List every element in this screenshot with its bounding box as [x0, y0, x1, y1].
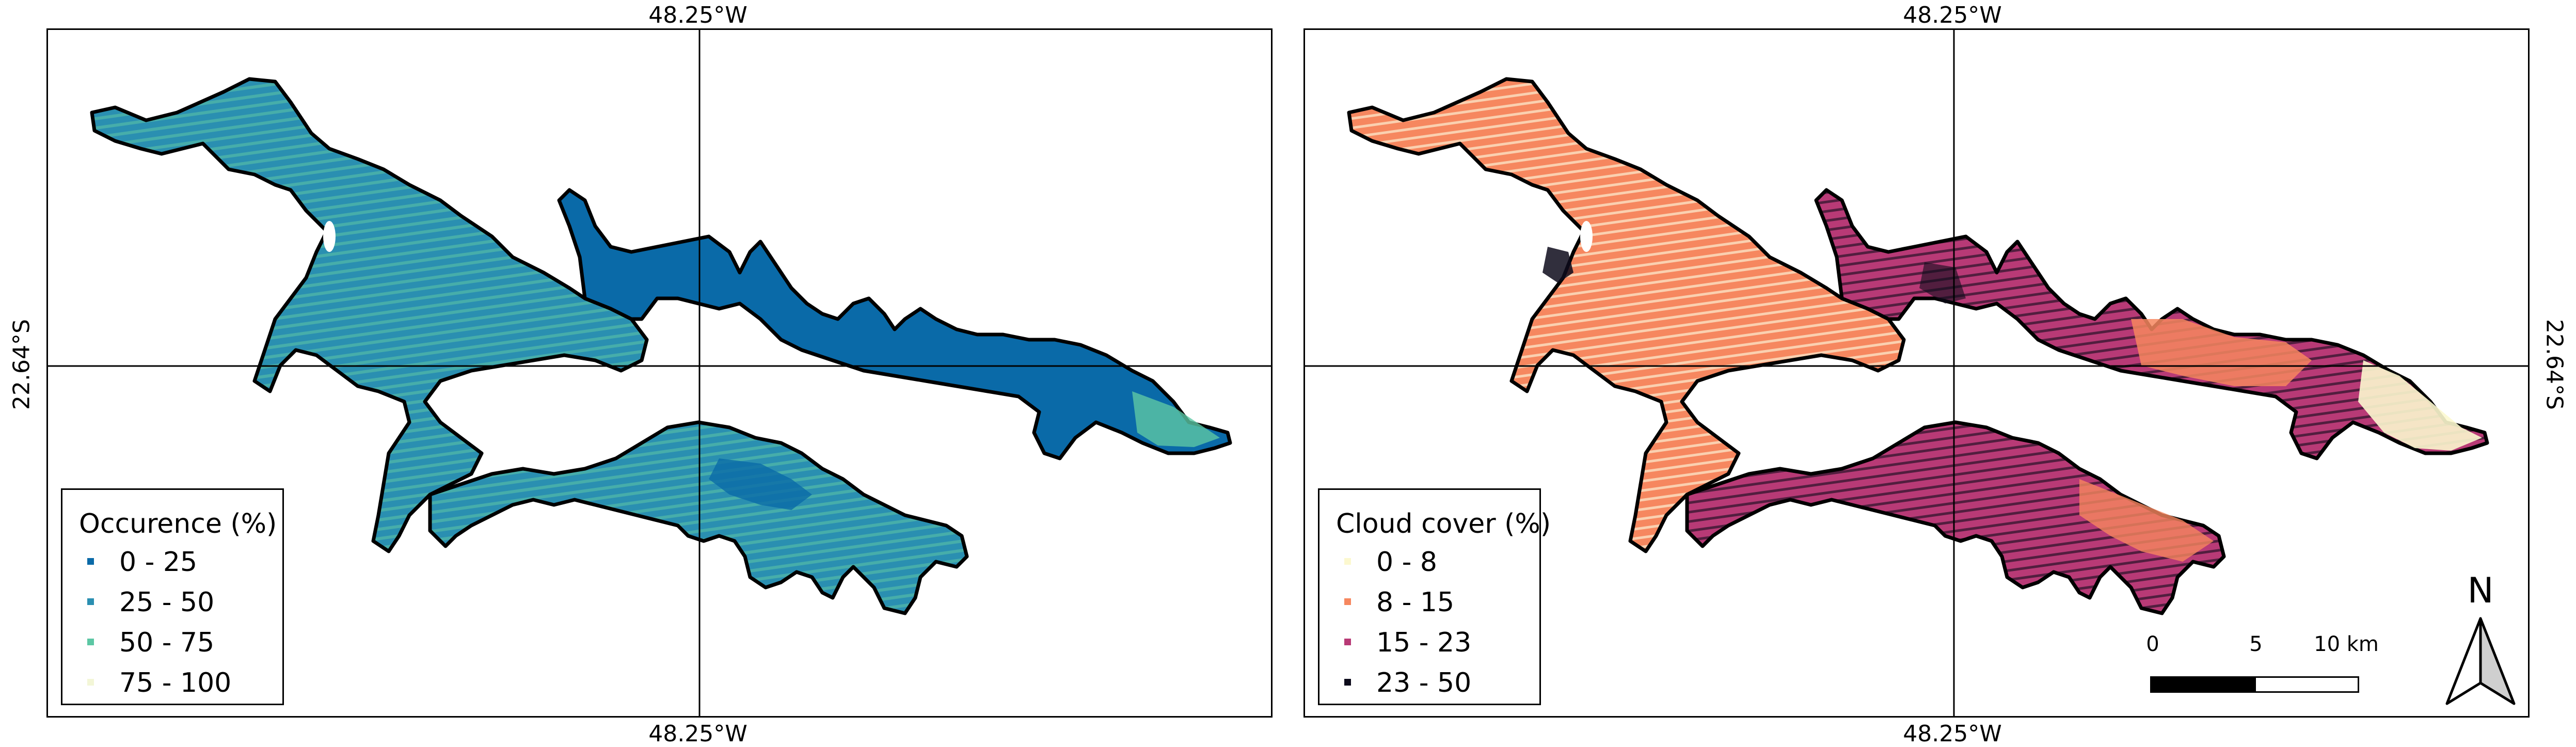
north-arrow: N [2444, 570, 2517, 710]
legend-label: 0 - 8 [1376, 547, 1437, 578]
legend-swatch [1344, 679, 1351, 686]
legend-item: 50 - 75 [62, 627, 282, 658]
reservoir-shape [1347, 77, 2489, 615]
legend-label: 50 - 75 [119, 627, 215, 658]
scale-tick-label: 5 [2249, 632, 2263, 656]
latitude-label-right: 22.64°S [2541, 319, 2568, 410]
latitude-label-left: 22.64°S [8, 319, 35, 410]
legend-label: 75 - 100 [119, 667, 232, 698]
legend-title: Occurence (%) [79, 508, 277, 539]
legend-label: 0 - 25 [119, 547, 198, 578]
legend-item: 0 - 8 [1319, 547, 1539, 578]
legend-swatch [1344, 558, 1351, 565]
cloud-cover-map-panel: Cloud cover (%) 0 - 8 8 - 15 15 - 23 23 … [1303, 28, 2530, 718]
legend-item: 23 - 50 [1319, 667, 1539, 698]
north-label: N [2467, 570, 2494, 611]
legend-item: 0 - 25 [62, 547, 282, 578]
legend-title: Cloud cover (%) [1336, 508, 1551, 539]
legend-swatch [87, 558, 94, 565]
scale-bar: 0 5 10 km [2146, 632, 2379, 700]
legend-item: 75 - 100 [62, 667, 282, 698]
cloud-cover-legend: Cloud cover (%) 0 - 8 8 - 15 15 - 23 23 … [1318, 488, 1551, 705]
legend-label: 23 - 50 [1376, 667, 1472, 698]
occurrence-map [48, 30, 1271, 716]
scale-tick-label: 0 [2146, 632, 2159, 656]
scale-segment-dark [2150, 676, 2256, 693]
scale-tick-label: 10 km [2314, 632, 2379, 656]
legend-item: 15 - 23 [1319, 627, 1539, 658]
occurrence-map-panel: Occurence (%) 0 - 25 25 - 50 50 - 75 75 … [46, 28, 1273, 718]
legend-item: 8 - 15 [1319, 587, 1539, 618]
longitude-label-bottom-left-map: 48.25°W [648, 721, 748, 747]
legend-item: 25 - 50 [62, 587, 282, 618]
legend-label: 8 - 15 [1376, 587, 1455, 618]
reservoir-shape [90, 77, 1232, 615]
legend-label: 25 - 50 [119, 587, 215, 618]
longitude-label-bottom-right-map: 48.25°W [1903, 721, 2002, 747]
legend-swatch [87, 598, 94, 605]
legend-swatch [1344, 598, 1351, 605]
cloud-cover-map [1305, 30, 2528, 716]
legend-swatch [87, 639, 94, 645]
longitude-label-top-left-map: 48.25°W [648, 2, 748, 28]
longitude-label-top-right-map: 48.25°W [1903, 2, 2002, 28]
occurrence-legend: Occurence (%) 0 - 25 25 - 50 50 - 75 75 … [61, 488, 284, 705]
legend-swatch [1344, 639, 1351, 645]
legend-swatch [87, 679, 94, 686]
legend-label: 15 - 23 [1376, 627, 1472, 658]
scale-segment-light [2254, 676, 2359, 693]
north-arrow-icon [2445, 617, 2516, 705]
